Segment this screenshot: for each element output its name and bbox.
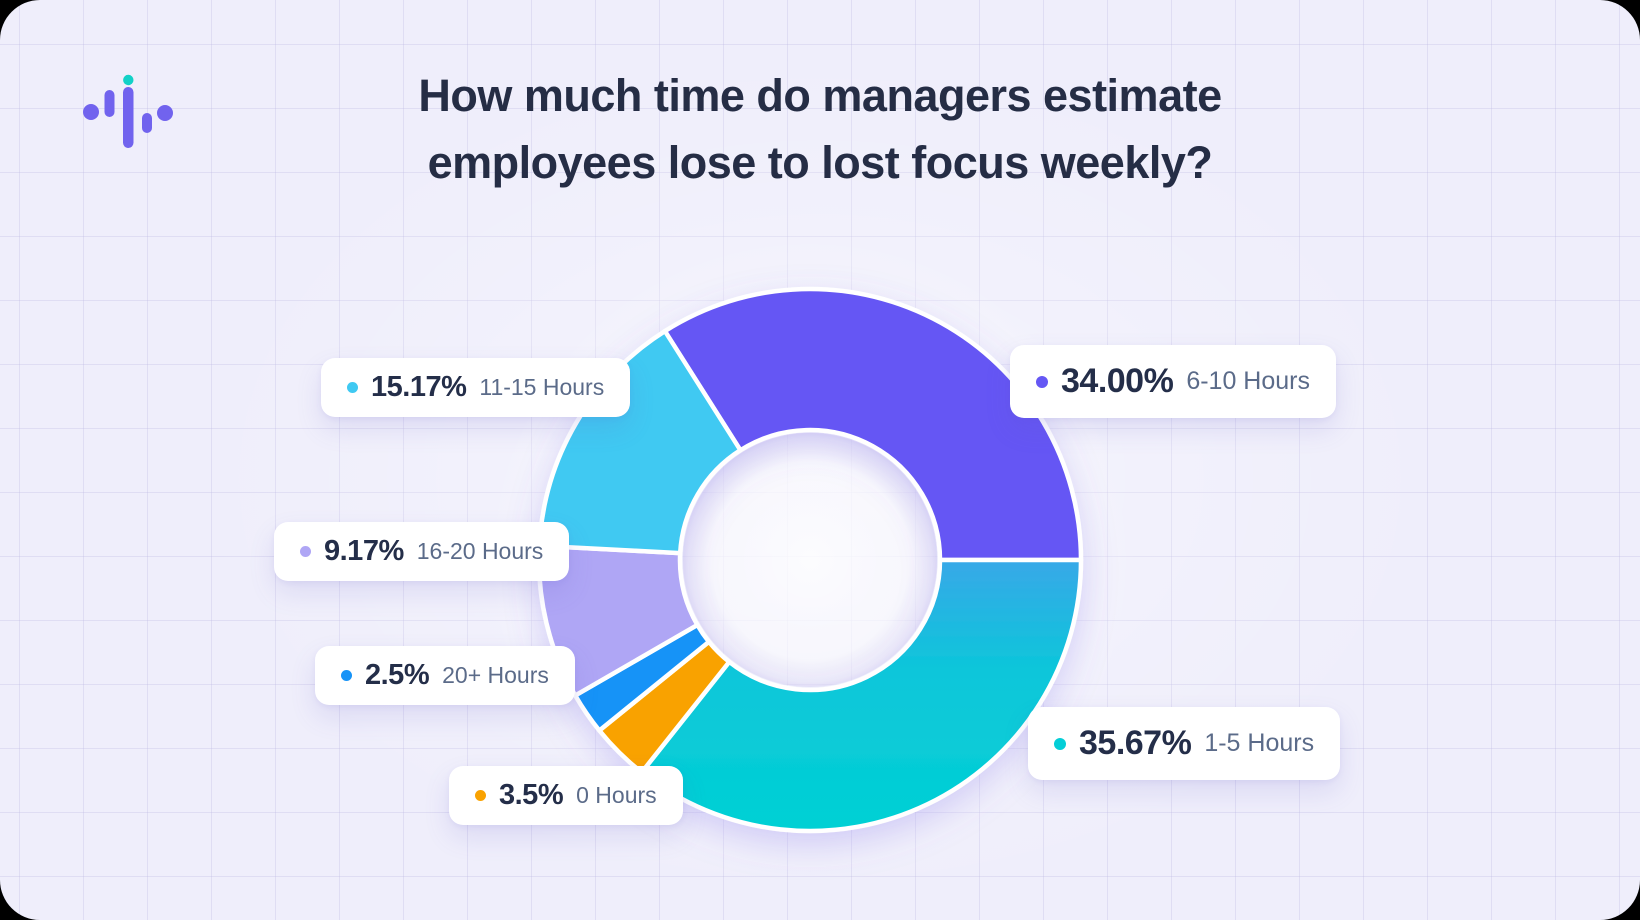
logo-bar-short xyxy=(104,90,115,117)
legend-label: 20+ Hours xyxy=(442,662,549,688)
legend-percentage: 3.5% xyxy=(499,779,564,811)
chart-title: How much time do managers estimate emplo… xyxy=(418,70,1222,188)
legend-percentage: 2.5% xyxy=(365,659,430,691)
logo-bar-tall xyxy=(123,87,134,148)
donut-hole xyxy=(683,433,937,687)
logo-dot-left xyxy=(83,104,99,120)
donut-segment-6-10-hours[interactable] xyxy=(662,286,1084,563)
legend-label: 0 Hours xyxy=(576,782,657,808)
legend-card-0-hours[interactable]: 3.5% 0 Hours xyxy=(449,766,683,825)
logo-dot-right xyxy=(157,105,173,121)
logo-bar-mid xyxy=(142,113,152,133)
legend-label: 1-5 Hours xyxy=(1204,729,1315,757)
legend-label: 16-20 Hours xyxy=(416,538,544,564)
legend-percentage: 15.17% xyxy=(371,371,467,403)
legend-dot-icon xyxy=(1036,375,1048,388)
legend-label: 6-10 Hours xyxy=(1186,367,1310,395)
legend-dot-icon xyxy=(347,382,358,393)
legend-dot-icon xyxy=(475,790,486,801)
legend-card-6-10-hours[interactable]: 34.00% 6-10 Hours xyxy=(1010,345,1336,418)
legend-card-20-hours[interactable]: 2.5% 20+ Hours xyxy=(315,646,575,705)
legend-card-11-15-hours[interactable]: 15.17% 11-15 Hours xyxy=(321,358,631,417)
legend-dot-icon xyxy=(300,546,311,557)
legend-card-16-20-hours[interactable]: 9.17% 16-20 Hours xyxy=(274,522,570,581)
legend-card-1-5-hours[interactable]: 35.67% 1-5 Hours xyxy=(1028,707,1341,780)
donut-segment-11-15-hours[interactable] xyxy=(537,328,743,556)
logo-accent-dot xyxy=(123,74,134,86)
legend-percentage: 34.00% xyxy=(1061,362,1174,400)
legend-percentage: 35.67% xyxy=(1079,724,1192,762)
pulse-waveform-logo xyxy=(83,74,173,148)
legend-dot-icon xyxy=(341,670,352,681)
legend-dot-icon xyxy=(1054,737,1066,750)
legend-label: 11-15 Hours xyxy=(479,374,605,400)
legend-percentage: 9.17% xyxy=(324,535,404,567)
